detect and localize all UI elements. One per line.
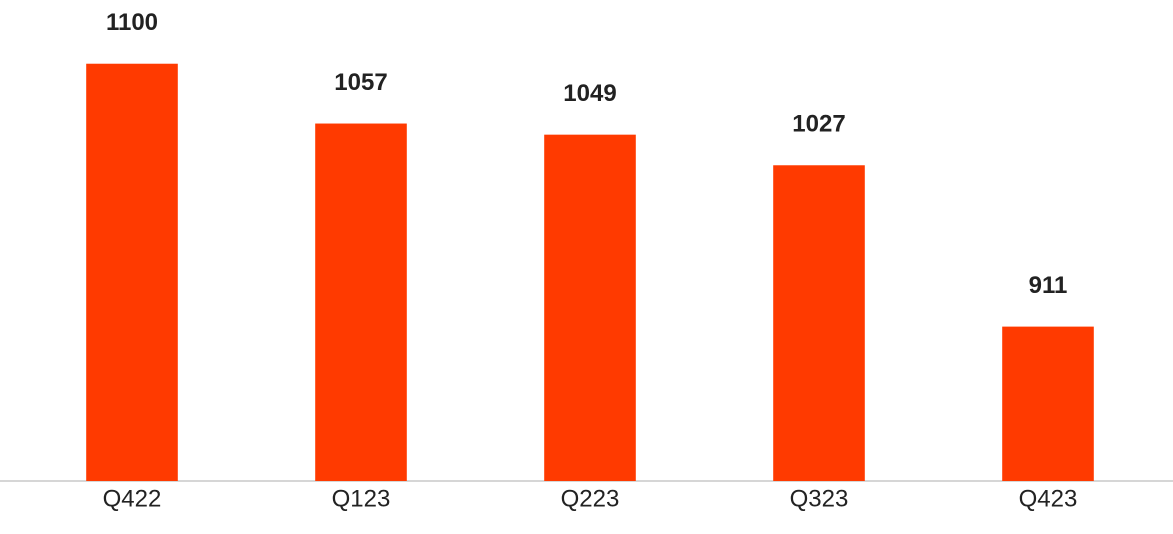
bar <box>544 134 636 481</box>
value-label: 1027 <box>792 111 845 138</box>
x-tick-label: Q422 <box>103 485 162 512</box>
value-label: 1049 <box>563 80 616 107</box>
value-label: 911 <box>1029 272 1068 299</box>
bar <box>315 123 407 481</box>
bar <box>773 165 865 481</box>
x-tick-label: Q323 <box>790 485 849 512</box>
bar <box>86 63 178 482</box>
value-label: 1057 <box>334 69 387 96</box>
bar <box>1002 326 1094 481</box>
x-tick-label: Q123 <box>332 485 391 512</box>
value-label: 1100 <box>106 9 158 36</box>
x-tick-label: Q423 <box>1019 485 1078 512</box>
x-tick-label: Q223 <box>561 485 620 512</box>
